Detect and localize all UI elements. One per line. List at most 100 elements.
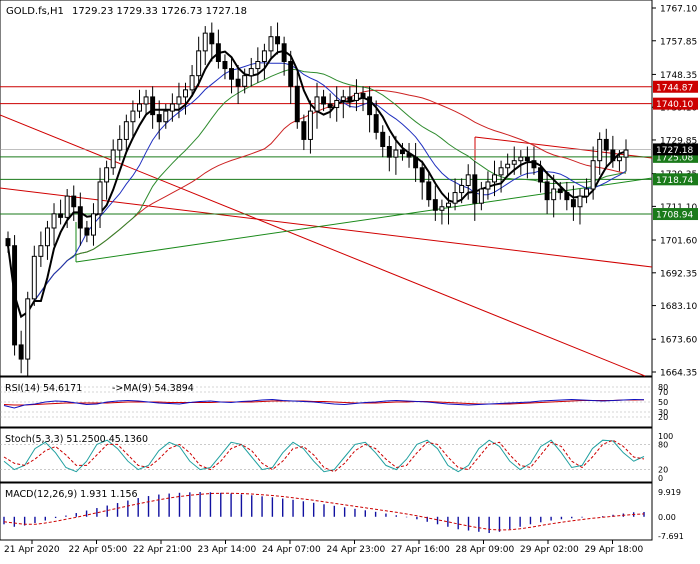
price-panel-frame [0, 0, 653, 377]
candle-body [531, 160, 537, 169]
candle-body [492, 174, 497, 183]
candle-body [380, 131, 386, 148]
stoch-d-line [3, 439, 645, 473]
stoch-k-line [3, 439, 645, 473]
candle-body [478, 188, 484, 204]
price-y-tick-label: 1664.35 [660, 369, 697, 379]
macd-y-tick-label: -7.691 [658, 532, 684, 541]
candle-body [321, 96, 327, 105]
x-tick-label: 28 Apr 09:00 [456, 545, 515, 555]
candle-body [196, 50, 202, 77]
candle-body [137, 103, 142, 112]
candle-body [373, 114, 379, 133]
stoch-title: Stoch(5,3,3) 51.2500 45.1360 [5, 434, 148, 445]
candle-body [229, 68, 235, 80]
candle-body [406, 153, 412, 158]
candle-body [465, 174, 471, 186]
candle-body [498, 167, 504, 176]
candle-body [156, 114, 162, 123]
horizontal-level-tag [653, 97, 698, 110]
candle-body [215, 43, 221, 62]
candle-body [202, 32, 208, 52]
candle-body [104, 167, 110, 183]
candle-body [150, 96, 156, 116]
price-y-tick-label: 1692.35 [660, 269, 697, 279]
candle-body [386, 146, 392, 158]
candle-body [551, 188, 557, 201]
ohlc-label: 1729.23 1729.33 1726.73 1727.18 [72, 6, 247, 17]
candle-body [347, 96, 353, 101]
candle-body [485, 181, 491, 190]
candle-body [590, 160, 596, 190]
candle-body [288, 60, 294, 87]
trendline-red-upper [474, 136, 653, 159]
candle-body [426, 181, 432, 201]
candle-body [31, 255, 37, 300]
candle-body [275, 36, 281, 45]
rsi-y-tick-label: 50 [658, 398, 668, 407]
candle-body [472, 174, 478, 204]
candle-body [570, 199, 576, 208]
candle-body [248, 68, 254, 77]
price-y-tick-label: 1673.60 [660, 336, 697, 346]
candle-body [5, 238, 11, 247]
rsi-signal-title: ->MA(9) 54.3894 [112, 383, 194, 394]
candle-body [597, 138, 603, 162]
candle-body [222, 60, 228, 70]
candle-body [71, 195, 77, 208]
candle-body [84, 227, 90, 236]
candle-body [584, 188, 590, 197]
rsi-y-tick-label: 80 [658, 383, 668, 392]
candle-body [77, 206, 83, 229]
trendline-red-steep [0, 114, 646, 377]
x-tick-label: 21 Apr 2020 [4, 545, 60, 555]
macd-y-tick-label: 0.00 [658, 513, 676, 522]
macd-panel-frame [0, 482, 653, 541]
candle-body [544, 181, 550, 201]
candle-body [524, 156, 530, 162]
x-tick-label: 24 Apr 07:00 [262, 545, 321, 555]
x-tick-label: 29 Apr 02:00 [520, 545, 579, 555]
price-y-tick-label: 1701.60 [660, 237, 697, 247]
macd-layer [3, 492, 645, 534]
candle-body [189, 75, 195, 91]
stoch-layer [0, 439, 652, 473]
candle-body [616, 156, 622, 162]
rsi-title: RSI(14) 54.6171 [5, 383, 82, 394]
candle-body [334, 99, 340, 109]
candle-body [505, 163, 511, 169]
x-tick-label: 23 Apr 14:00 [198, 545, 257, 555]
candle-body [64, 195, 70, 218]
candle-body [446, 202, 451, 208]
candle-body [307, 110, 313, 140]
symbol-label: GOLD.fs,H1 [6, 6, 64, 17]
rsi-signal-line [3, 399, 645, 406]
horizontal-level-label: 1744.87 [656, 83, 693, 93]
candle-body [564, 192, 570, 201]
current-price-tag [653, 143, 698, 156]
price-layer [0, 22, 653, 377]
candle-body [419, 167, 425, 183]
candle-body [367, 96, 373, 116]
candle-body [58, 213, 64, 218]
candle-body [38, 245, 44, 257]
candle-body [432, 199, 438, 211]
price-y-tick-label: 1748.35 [660, 71, 697, 81]
rsi-layer [0, 386, 652, 418]
candle-body [314, 96, 320, 112]
rsi-y-tick-label: 70 [658, 388, 668, 397]
axis-layer: 1767.101757.851748.351739.101729.851720.… [4, 5, 698, 555]
candle-body [353, 92, 359, 101]
candle-body [97, 181, 103, 215]
candle-body [18, 344, 24, 360]
candle-body [163, 110, 169, 123]
price-y-tick-label: 1757.85 [660, 37, 697, 47]
candle-body [183, 89, 188, 98]
stoch-y-tick-label: 80 [658, 440, 668, 449]
price-y-tick-label: 1711.10 [660, 203, 697, 213]
candle-body [169, 103, 175, 112]
candle-body [209, 32, 215, 45]
